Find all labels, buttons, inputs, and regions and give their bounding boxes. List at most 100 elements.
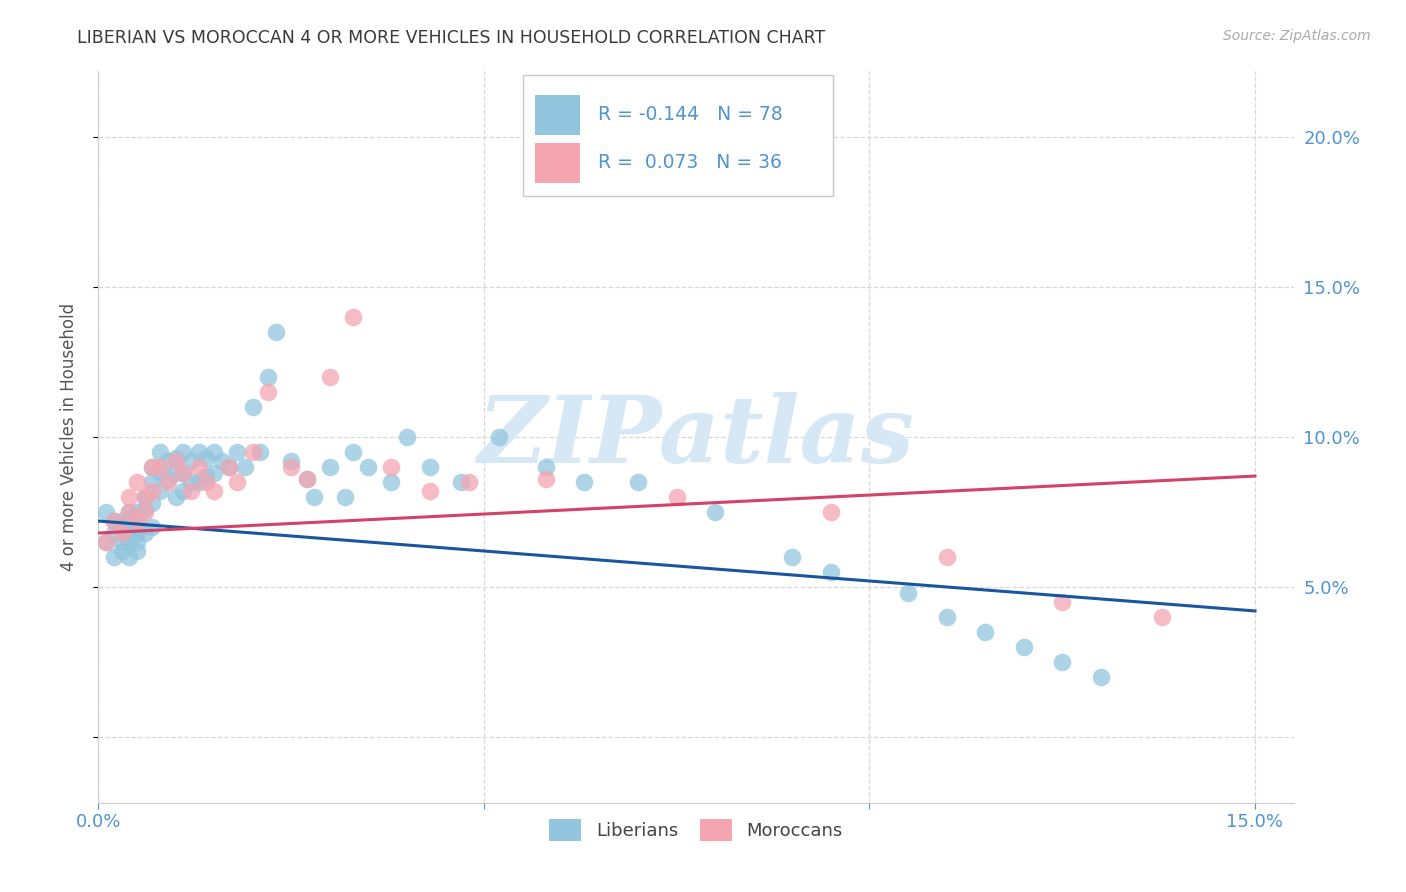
- Point: [202, 466, 225, 480]
- Point: [165, 451, 187, 466]
- Point: [211, 454, 233, 468]
- Point: [572, 475, 595, 489]
- Point: [342, 445, 364, 459]
- Point: [1152, 610, 1174, 624]
- Point: [172, 466, 194, 480]
- Point: [457, 475, 479, 489]
- Point: [897, 586, 920, 600]
- Point: [534, 460, 557, 475]
- Point: [1050, 655, 1073, 669]
- Point: [419, 483, 441, 498]
- Point: [704, 505, 727, 519]
- Point: [1012, 640, 1035, 654]
- Point: [134, 490, 156, 504]
- Point: [395, 430, 418, 444]
- Point: [333, 490, 356, 504]
- Point: [342, 310, 364, 325]
- Point: [180, 475, 202, 489]
- Y-axis label: 4 or more Vehicles in Household: 4 or more Vehicles in Household: [59, 303, 77, 571]
- Point: [103, 549, 125, 564]
- Point: [110, 514, 132, 528]
- Point: [665, 490, 688, 504]
- Point: [935, 610, 957, 624]
- Point: [974, 624, 997, 639]
- FancyBboxPatch shape: [534, 95, 581, 135]
- Text: R =  0.073   N = 36: R = 0.073 N = 36: [598, 153, 782, 172]
- Point: [627, 475, 650, 489]
- Point: [125, 544, 148, 558]
- Point: [118, 505, 141, 519]
- Point: [103, 514, 125, 528]
- Point: [110, 526, 132, 541]
- Point: [534, 472, 557, 486]
- Point: [195, 451, 218, 466]
- Point: [125, 514, 148, 528]
- Point: [141, 475, 163, 489]
- Point: [357, 460, 380, 475]
- Point: [125, 475, 148, 489]
- Point: [165, 490, 187, 504]
- Point: [195, 475, 218, 489]
- Point: [249, 445, 271, 459]
- Point: [820, 565, 842, 579]
- Point: [319, 370, 342, 384]
- Point: [264, 325, 287, 339]
- FancyBboxPatch shape: [523, 75, 834, 195]
- Point: [242, 400, 264, 414]
- Text: R = -0.144   N = 78: R = -0.144 N = 78: [598, 105, 783, 124]
- Point: [380, 460, 402, 475]
- Point: [935, 549, 957, 564]
- Point: [125, 520, 148, 534]
- Point: [134, 490, 156, 504]
- Point: [172, 466, 194, 480]
- Point: [242, 445, 264, 459]
- Point: [218, 460, 240, 475]
- Point: [125, 505, 148, 519]
- Point: [94, 535, 117, 549]
- Point: [141, 460, 163, 475]
- Point: [125, 526, 148, 541]
- Point: [295, 472, 318, 486]
- Point: [488, 430, 510, 444]
- Point: [149, 445, 172, 459]
- Point: [180, 454, 202, 468]
- Point: [257, 385, 280, 400]
- Point: [110, 535, 132, 549]
- Point: [172, 483, 194, 498]
- Point: [319, 460, 342, 475]
- Point: [118, 505, 141, 519]
- Legend: Liberians, Moroccans: Liberians, Moroccans: [541, 812, 851, 848]
- Text: Source: ZipAtlas.com: Source: ZipAtlas.com: [1223, 29, 1371, 43]
- Point: [134, 526, 156, 541]
- Point: [118, 526, 141, 541]
- Point: [218, 460, 240, 475]
- Point: [134, 505, 156, 519]
- Point: [156, 472, 179, 486]
- Point: [202, 483, 225, 498]
- Point: [187, 460, 209, 475]
- Text: ZIPatlas: ZIPatlas: [478, 392, 914, 482]
- Point: [94, 505, 117, 519]
- Point: [156, 454, 179, 468]
- Point: [118, 535, 141, 549]
- Point: [304, 490, 326, 504]
- Point: [141, 520, 163, 534]
- Point: [1090, 670, 1112, 684]
- Point: [165, 454, 187, 468]
- Point: [295, 472, 318, 486]
- Point: [1050, 595, 1073, 609]
- Point: [172, 445, 194, 459]
- Point: [103, 514, 125, 528]
- Point: [118, 549, 141, 564]
- Point: [187, 475, 209, 489]
- Point: [226, 445, 249, 459]
- Point: [125, 535, 148, 549]
- Point: [257, 370, 280, 384]
- Point: [125, 514, 148, 528]
- Point: [149, 466, 172, 480]
- Point: [141, 460, 163, 475]
- Point: [195, 469, 218, 483]
- Point: [149, 460, 172, 475]
- Point: [450, 475, 472, 489]
- Point: [280, 454, 302, 468]
